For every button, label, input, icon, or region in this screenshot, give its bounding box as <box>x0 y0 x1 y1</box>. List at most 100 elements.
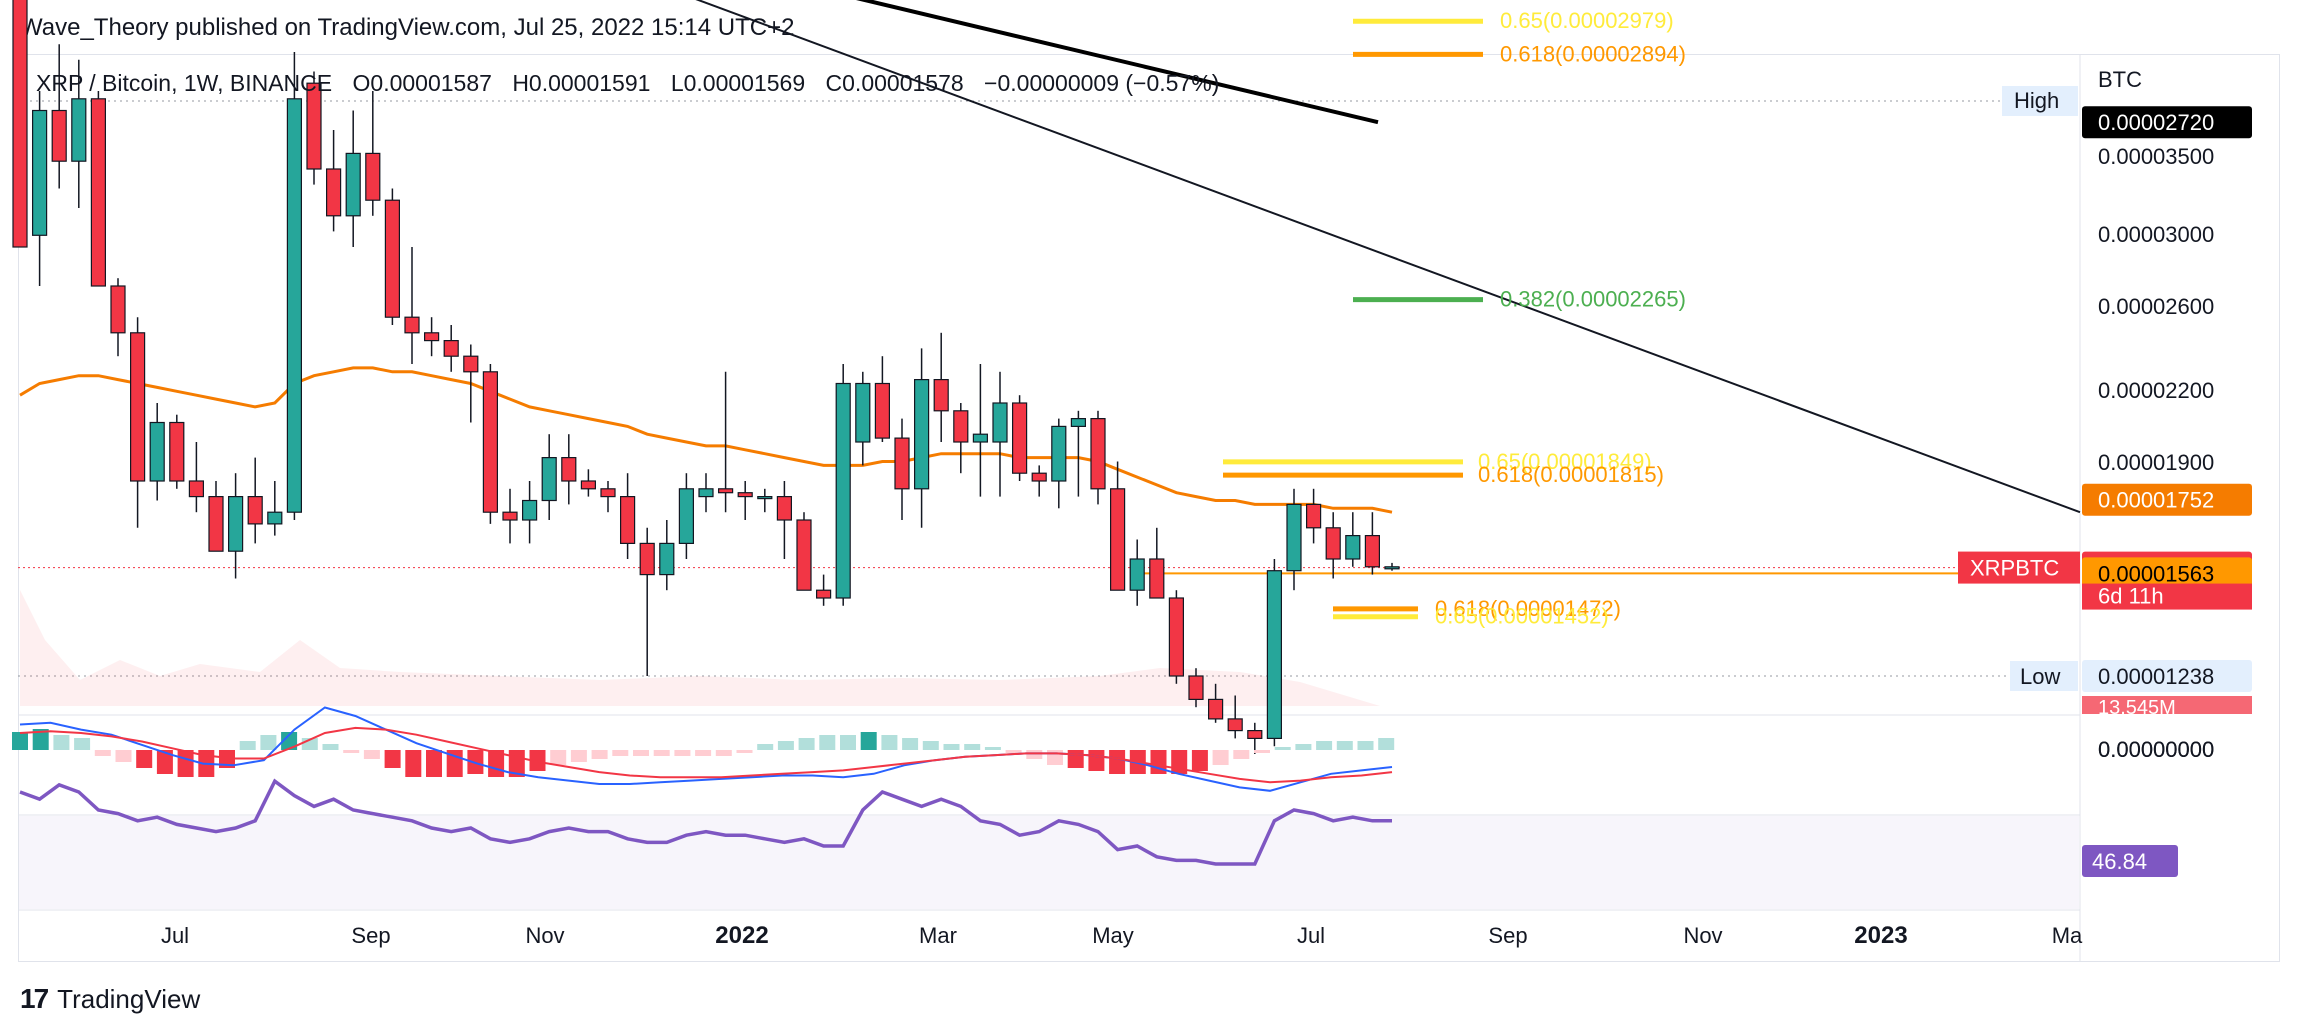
signal-line <box>19 726 1393 784</box>
macd-histogram-bar <box>1295 744 1312 750</box>
price-label-text: 0.00001563 <box>2098 561 2214 586</box>
candle-body <box>443 340 459 357</box>
macd-histogram-bar <box>1026 750 1043 759</box>
candle-body <box>992 402 1008 443</box>
high-tag-text: High <box>2014 88 2059 113</box>
volume-area <box>20 590 1380 706</box>
macd-histogram-bar <box>1212 750 1229 765</box>
macd-histogram-bar <box>322 744 339 750</box>
time-tick-label: Ma <box>2052 923 2083 948</box>
candle-body <box>1247 729 1263 739</box>
legend-high: H0.00001591 <box>512 70 651 96</box>
macd-histogram-bar <box>260 735 277 750</box>
legend-close: C0.00001578 <box>825 70 964 96</box>
candle-body <box>1168 597 1185 677</box>
time-tick-label: Mar <box>919 923 957 948</box>
candle-body <box>482 371 498 513</box>
low-tag-text: Low <box>2020 664 2060 689</box>
time-tick-label: Nov <box>525 923 564 948</box>
countdown-text: 6d 11h <box>2098 584 2164 609</box>
time-tick-label: Sep <box>1488 923 1527 948</box>
candle-body <box>737 492 753 498</box>
fib-level-label: 0.618(0.00002894) <box>1500 41 1686 66</box>
candle-body <box>972 433 989 443</box>
candle-body <box>698 488 714 498</box>
symbol-tag-box <box>1958 551 2080 584</box>
candle-body <box>71 98 87 162</box>
macd-histogram-bar <box>1254 750 1270 753</box>
macd-histogram-bar <box>922 741 939 750</box>
macd-histogram-bar <box>715 750 732 756</box>
candle-body <box>1227 718 1243 732</box>
macd-histogram-bar <box>426 750 442 777</box>
candle-body <box>404 316 420 334</box>
candle-body <box>541 457 557 502</box>
axis-currency-label: BTC <box>2098 67 2142 92</box>
candle-body <box>1384 566 1400 570</box>
candle-body <box>345 152 361 217</box>
macd-histogram-bar <box>860 732 877 750</box>
macd-histogram-bar <box>653 750 670 756</box>
macd-line <box>19 706 1393 792</box>
macd-histogram-bar <box>177 750 194 777</box>
price-tick-label: 0.00002600 <box>2098 294 2214 319</box>
macd-histogram-bar <box>570 750 587 762</box>
candle-body <box>31 109 48 236</box>
macd-histogram-bar <box>12 732 28 750</box>
candle-body <box>169 421 185 482</box>
macd-histogram-bar <box>902 738 919 750</box>
macd-histogram-bar <box>943 744 960 750</box>
candle-body <box>639 542 655 576</box>
time-tick-label: 2023 <box>1854 922 1907 949</box>
candle-body <box>326 168 342 217</box>
candle-body <box>913 379 930 490</box>
macd-histogram-bar <box>281 732 298 750</box>
legend-open: O0.00001587 <box>352 70 492 96</box>
macd-histogram-bar <box>74 738 91 750</box>
candle-body <box>502 511 518 521</box>
legend-low: L0.00001569 <box>670 70 806 96</box>
legend-symbol[interactable]: XRP / Bitcoin, 1W, BINANCE <box>36 70 333 96</box>
candle-body <box>1109 488 1126 591</box>
fib-level-label: 0.618(0.00001815) <box>1478 462 1664 487</box>
macd-histogram-bar <box>1005 750 1022 753</box>
time-tick-label: May <box>1092 923 1134 948</box>
price-label-box <box>2082 660 2252 692</box>
time-tick-label: 2022 <box>715 922 768 949</box>
footer-brand[interactable]: TradingView <box>57 983 201 1014</box>
candle-body <box>384 199 400 318</box>
price-label-text: 0.00001752 <box>2098 488 2214 513</box>
candle-body <box>561 457 577 482</box>
candle-body <box>1031 472 1047 482</box>
price-tick-label: 0.00000000 <box>2098 737 2214 762</box>
candle-body <box>953 410 969 443</box>
ema-line <box>19 366 1393 514</box>
fib-level-label: 0.65(0.00001452) <box>1435 604 1609 629</box>
rsi-value-box <box>2082 845 2178 877</box>
price-tick-label: 0.00002200 <box>2098 378 2214 403</box>
macd-value-label: 0.00000000 <box>2098 737 2214 762</box>
macd-histogram-bar <box>53 735 70 750</box>
macd-histogram-bar <box>1191 750 1208 771</box>
price-label-box <box>2082 106 2252 139</box>
candle-body <box>796 519 812 591</box>
rsi-line <box>19 778 1392 866</box>
macd-histogram-bar <box>1316 741 1333 750</box>
price-tick-label: 0.00001900 <box>2098 450 2214 475</box>
macd-histogram-bar <box>1088 750 1105 771</box>
volume-tag-text: 13.545M <box>2098 697 2176 719</box>
macd-histogram-bar <box>674 750 691 756</box>
candle-body <box>874 382 891 439</box>
candle-body <box>424 332 440 342</box>
tradingview-logo-icon[interactable]: 17 <box>20 983 49 1014</box>
candle-body <box>365 152 381 201</box>
chart-frame <box>18 54 2280 962</box>
macd-histogram-bar <box>798 738 815 750</box>
macd-histogram-bar <box>1047 750 1063 765</box>
symbol-tag-text: XRPBTC <box>1970 556 2059 581</box>
macd-histogram-bar <box>1109 750 1126 774</box>
candle-body <box>188 480 204 498</box>
ma200-line <box>855 0 1379 125</box>
candle-body <box>757 496 773 500</box>
